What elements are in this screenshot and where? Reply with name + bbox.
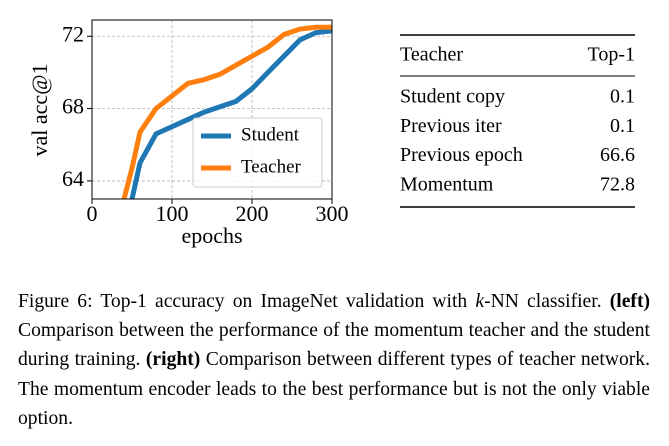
table-cell: 72.8 [600, 173, 635, 195]
table-cell: Momentum [400, 173, 494, 195]
x-tick-label: 100 [156, 201, 189, 226]
table-cell: Previous iter [400, 115, 502, 137]
table-cell: Teacher [400, 44, 463, 66]
x-tick-label: 200 [236, 201, 269, 226]
caption-text: Comparison between the performance of th… [18, 320, 650, 371]
x-axis-label: epochs [181, 223, 242, 248]
table: Teacher Top-1 Student copy 0.1 Previous iter… [400, 34, 635, 208]
y-axis-label: val acc@1 [27, 64, 52, 157]
table-cell: 66.6 [600, 144, 635, 166]
legend-label: Teacher [241, 156, 302, 177]
table-cell: Top-1 [588, 44, 635, 66]
x-tick-label: 300 [316, 201, 349, 226]
y-tick-label: 64 [62, 166, 84, 191]
caption-text: (right) [145, 349, 201, 371]
caption-text: Comparison between different types of te… [18, 349, 650, 429]
table-cell: Previous epoch [400, 144, 523, 166]
y-tick-label: 68 [62, 94, 84, 119]
chart: epochs val acc@1 64 68 72 0 100 200 300 Student… [27, 19, 349, 248]
caption: Figure 6: Top-1 accuracy on ImageNet val… [18, 287, 650, 433]
table-cell: 0.1 [610, 86, 635, 108]
table-cell: Student copy [400, 86, 505, 108]
caption-text: (left) [609, 291, 650, 312]
table-cell: 0.1 [610, 115, 635, 137]
line-series [129, 28, 332, 199]
x-tick-label: 0 [87, 201, 98, 226]
caption-text: -NN classifier. [484, 291, 610, 312]
caption-text: Figure 6: Top-1 accuracy on ImageNet val… [18, 291, 476, 312]
plot-frame [91, 19, 333, 200]
y-tick-label: 72 [62, 21, 84, 46]
caption-text: k [475, 291, 485, 312]
line-series [121, 24, 332, 199]
legend-label: Student [241, 124, 300, 145]
